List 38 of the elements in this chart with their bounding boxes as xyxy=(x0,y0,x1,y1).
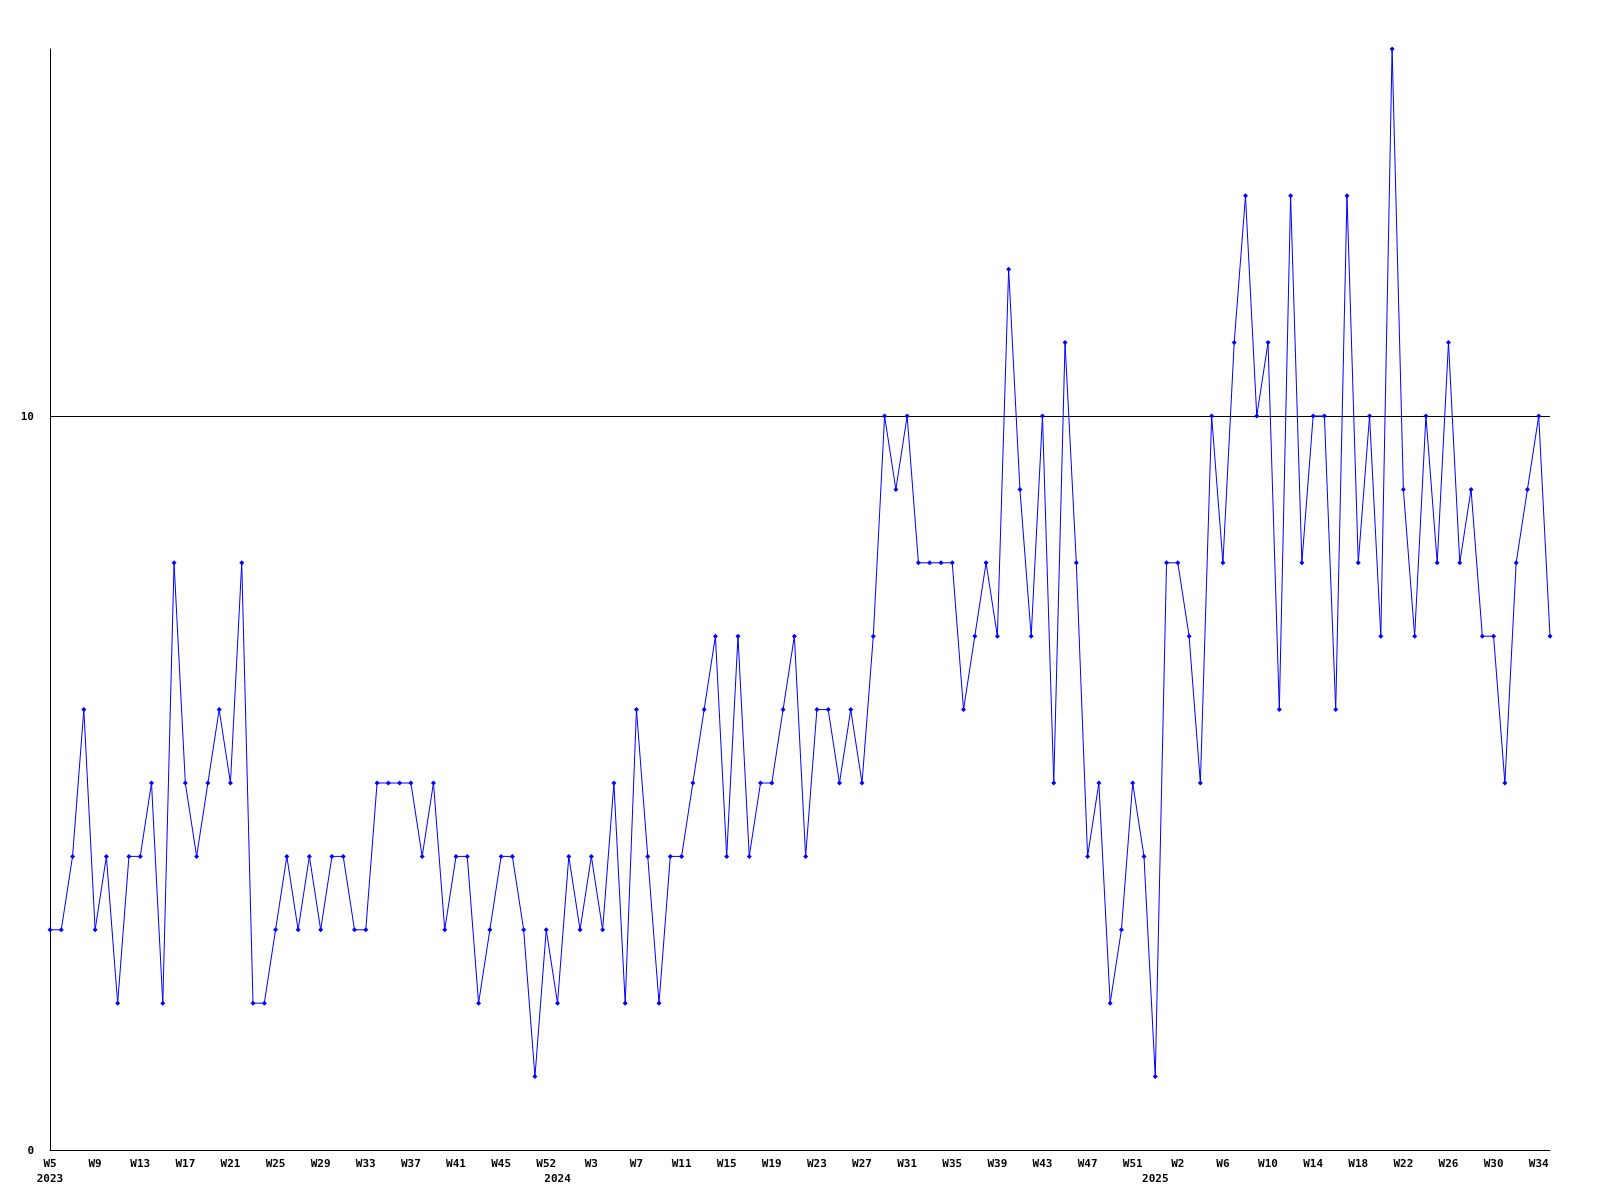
x-tick-label: W10 xyxy=(1258,1157,1278,1170)
x-tick-label: W25 xyxy=(265,1157,286,1170)
x-tick-label: W9 xyxy=(88,1157,102,1170)
x-tick-label: W47 xyxy=(1077,1157,1098,1170)
x-tick-label: W19 xyxy=(761,1157,782,1170)
x-tick-label: W43 xyxy=(1032,1157,1053,1170)
x-tick-label: W21 xyxy=(220,1157,241,1170)
x-tick-label: W23 xyxy=(806,1157,827,1170)
x-tick-label: W22 xyxy=(1393,1157,1414,1170)
x-tick-label: W39 xyxy=(987,1157,1008,1170)
y-tick-label: 0 xyxy=(27,1143,34,1157)
x-tick-label: W17 xyxy=(175,1157,196,1170)
x-tick-label: 2025 xyxy=(1142,1172,1169,1185)
x-tick-label: W15 xyxy=(716,1157,737,1170)
x-tick-label: W18 xyxy=(1348,1157,1369,1170)
x-tick-label: W45 xyxy=(491,1157,512,1170)
x-tick-label: W33 xyxy=(355,1157,376,1170)
x-tick-label: W13 xyxy=(130,1157,151,1170)
y-tick-label: 10 xyxy=(20,409,34,423)
x-tick-label: W2 xyxy=(1171,1157,1185,1170)
x-tick-label: W37 xyxy=(400,1157,421,1170)
x-tick-label: W14 xyxy=(1303,1157,1324,1170)
x-tick-label: W35 xyxy=(942,1157,963,1170)
x-tick-label: W52 xyxy=(536,1157,557,1170)
x-tick-label: W5 2023 xyxy=(36,1157,64,1185)
x-tick-label: 2024 xyxy=(544,1172,572,1185)
x-tick-label: W7 xyxy=(629,1157,644,1170)
x-tick-label: W3 xyxy=(584,1157,598,1170)
x-tick-label: W34 xyxy=(1528,1157,1550,1170)
x-tick-label: W26 xyxy=(1438,1157,1459,1170)
x-tick-label: W30 xyxy=(1483,1157,1504,1170)
x-tick-label: W31 xyxy=(897,1157,918,1170)
x-tick-label: W27 xyxy=(852,1157,872,1170)
x-tick-label: W41 xyxy=(446,1157,467,1170)
x-tick-label: W51 xyxy=(1122,1157,1144,1170)
x-tick-label: W29 xyxy=(310,1157,331,1170)
x-tick-label: W6 xyxy=(1216,1157,1230,1170)
x-tick-label: W11 xyxy=(671,1157,692,1170)
